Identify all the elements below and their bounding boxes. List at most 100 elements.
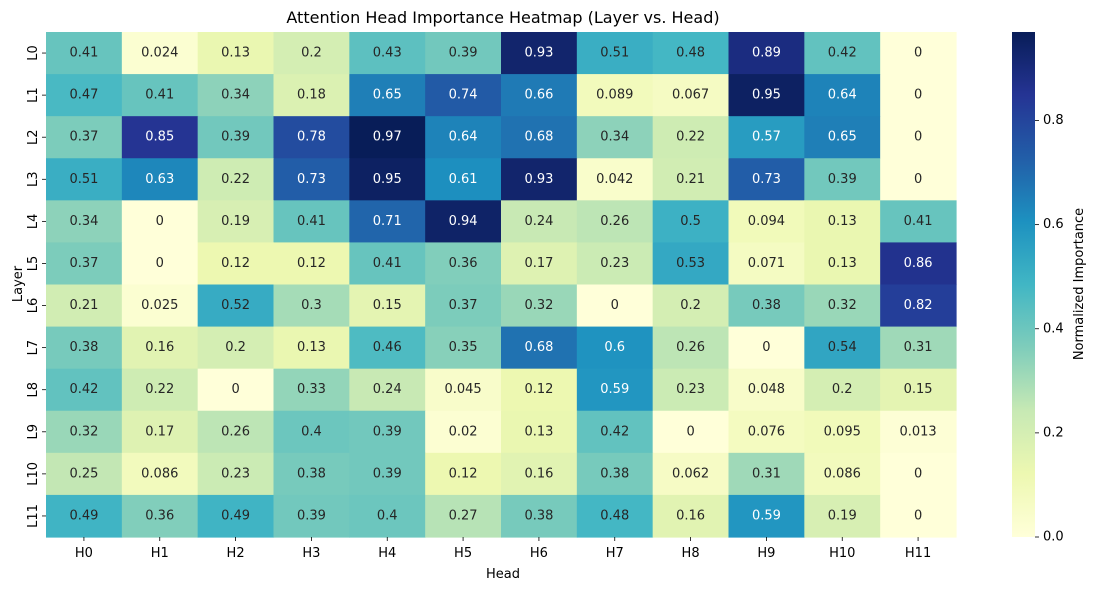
heatmap-cell-label: 0.19 — [828, 508, 857, 523]
heatmap-cell-label: 0.38 — [297, 466, 326, 481]
heatmap-cell-label: 0.39 — [373, 466, 402, 481]
heatmap-cell — [880, 158, 957, 201]
heatmap-cell — [728, 116, 805, 159]
heatmap-cell — [46, 242, 123, 286]
colorbar-tick-label: 0.2 — [1043, 425, 1064, 440]
heatmap-cell — [804, 158, 881, 201]
heatmap-cell-label: 0.02 — [449, 424, 478, 439]
heatmap-cell — [197, 326, 275, 370]
heatmap-cell — [349, 326, 426, 370]
x-tick-label: H8 — [682, 546, 700, 561]
y-tick-label: L10 — [26, 462, 41, 486]
x-tick-label: H6 — [530, 546, 548, 561]
heatmap-cell-label: 0.38 — [600, 466, 629, 481]
x-tick-label: H7 — [606, 546, 624, 561]
heatmap-cell-label: 0.15 — [904, 382, 933, 397]
heatmap-cell — [728, 74, 805, 117]
heatmap-cell-label: 0.13 — [524, 424, 553, 439]
heatmap-cell — [652, 158, 730, 201]
heatmap-cell — [121, 368, 199, 412]
heatmap-cell-label: 0.12 — [221, 256, 250, 271]
heatmap-cell — [880, 452, 957, 496]
heatmap-cell — [197, 368, 275, 412]
y-tick-label: L4 — [26, 214, 41, 230]
heatmap-cell-label: 0.21 — [69, 298, 98, 313]
heatmap-cell-label: 0.16 — [524, 466, 553, 481]
heatmap-cell-label: 0.071 — [748, 256, 785, 271]
heatmap-cell-label: 0.36 — [145, 508, 174, 523]
heatmap-cell-label: 0.49 — [69, 508, 98, 523]
heatmap-cell — [576, 116, 654, 159]
heatmap-cell-label: 0 — [156, 214, 164, 229]
heatmap-cell-label: 0.42 — [828, 46, 857, 61]
x-tick-label: H5 — [454, 546, 472, 561]
y-tick-label: L1 — [26, 87, 41, 103]
heatmap-cell — [880, 200, 957, 244]
heatmap-cell — [46, 74, 123, 117]
heatmap-cell-label: 0.36 — [449, 256, 478, 271]
heatmap-cell-label: 0.71 — [373, 214, 402, 229]
heatmap-cell — [501, 368, 578, 412]
heatmap-cell — [501, 494, 578, 538]
heatmap-cell — [728, 410, 805, 454]
heatmap-cell-label: 0.15 — [373, 298, 402, 313]
heatmap-cell — [728, 242, 805, 286]
heatmap-cell-label: 0.82 — [904, 298, 933, 313]
heatmap-cell-label: 0.39 — [373, 424, 402, 439]
heatmap-cell-label: 0.19 — [221, 214, 250, 229]
heatmap-cell — [652, 242, 730, 286]
heatmap-cell — [425, 326, 502, 370]
heatmap-cell-label: 0.64 — [828, 88, 857, 103]
heatmap-cell-label: 0.2 — [832, 382, 853, 397]
heatmap-cell-label: 0.43 — [373, 46, 402, 61]
heatmap-cell — [273, 242, 350, 286]
heatmap-cell — [349, 242, 426, 286]
heatmap-cell-label: 0.22 — [145, 382, 174, 397]
x-axis-label: Head — [486, 567, 520, 582]
y-tick-label: L0 — [26, 45, 41, 61]
heatmap-cell-label: 0.57 — [752, 130, 781, 145]
heatmap-cell-label: 0.12 — [449, 466, 478, 481]
heatmap-cell — [728, 452, 805, 496]
heatmap-cell-label: 0.93 — [524, 172, 553, 187]
heatmap-cell — [501, 284, 578, 328]
y-tick-label: L7 — [26, 340, 41, 356]
heatmap-cell — [804, 410, 881, 454]
heatmap-cell-label: 0.41 — [69, 46, 98, 61]
heatmap-cell-label: 0.97 — [373, 130, 402, 145]
heatmap-cell-label: 0.78 — [297, 130, 326, 145]
heatmap-cell — [121, 158, 199, 201]
heatmap-cell — [197, 116, 275, 159]
heatmap-cell-label: 0.35 — [449, 340, 478, 355]
heatmap-cell — [46, 116, 123, 159]
heatmap-cell-label: 0.2 — [680, 298, 701, 313]
y-tick-label: L8 — [26, 382, 41, 398]
heatmap-cell — [425, 116, 502, 159]
heatmap-cell-label: 0.17 — [524, 256, 553, 271]
heatmap-cell — [121, 200, 199, 244]
heatmap-cell — [728, 368, 805, 412]
heatmap-cell — [121, 32, 199, 75]
heatmap-cell — [652, 32, 730, 75]
heatmap-cell — [273, 494, 350, 538]
heatmap-cell-label: 0.24 — [524, 214, 553, 229]
heatmap-cell — [804, 32, 881, 75]
heatmap-cell — [576, 158, 654, 201]
heatmap-cell — [121, 494, 199, 538]
heatmap-cell — [804, 326, 881, 370]
heatmap-cell-label: 0.65 — [373, 88, 402, 103]
heatmap-cell — [652, 494, 730, 538]
heatmap-cell-label: 0.18 — [297, 88, 326, 103]
heatmap-cell-label: 0.61 — [449, 172, 478, 187]
heatmap-cell-label: 0.37 — [449, 298, 478, 313]
heatmap-cell-label: 0.89 — [752, 46, 781, 61]
heatmap-cell-label: 0 — [914, 466, 922, 481]
x-tick-label: H9 — [757, 546, 775, 561]
heatmap-cell — [728, 326, 805, 370]
x-tick-label: H10 — [829, 546, 855, 561]
heatmap-cell — [46, 452, 123, 496]
heatmap-cell-label: 0.094 — [748, 214, 785, 229]
heatmap-cell-label: 0.042 — [596, 172, 633, 187]
heatmap-cell-label: 0.42 — [600, 424, 629, 439]
